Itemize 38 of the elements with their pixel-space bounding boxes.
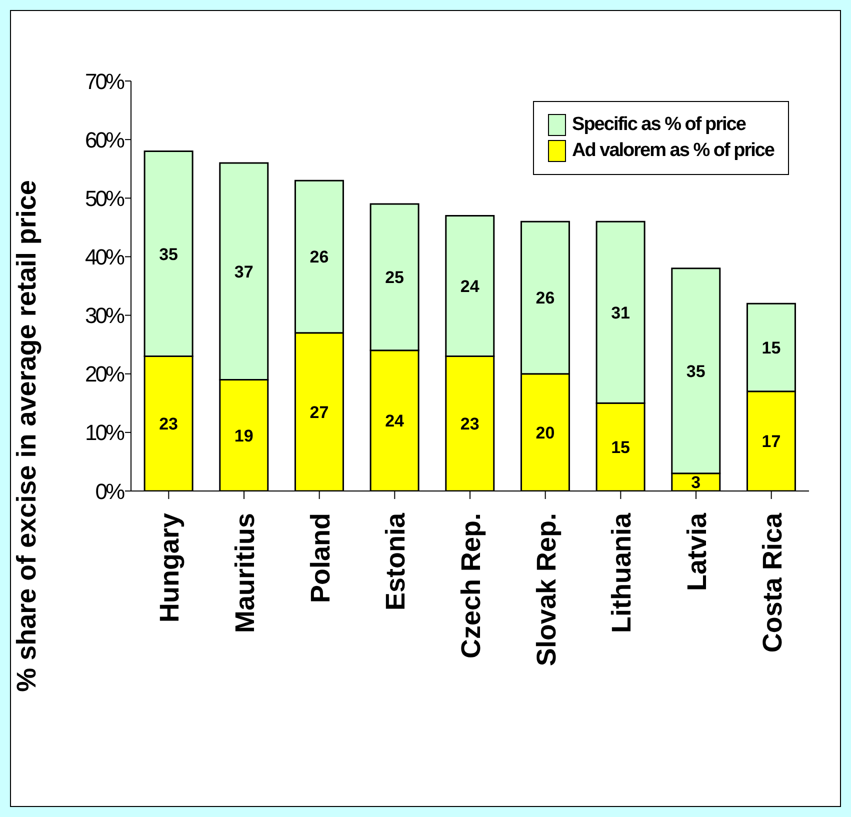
data-label: 24 [385,412,405,431]
y-tick-label: 10% [84,420,124,446]
x-tick-label: Mauritius [230,513,260,634]
x-tick-label: Estonia [380,512,411,611]
data-label: 23 [159,414,178,434]
x-tick-label: Poland [305,513,336,604]
x-tick-label: Lithuania [606,512,637,633]
x-tick-label: Czech Rep. [456,513,486,659]
legend-label: Specific as % of price [572,114,746,136]
data-label: 35 [686,362,706,381]
data-label: 26 [536,288,555,308]
y-tick-label: 30% [84,303,124,328]
data-label: 31 [611,303,630,322]
data-label: 15 [762,338,781,358]
data-label: 23 [460,414,480,434]
x-tick-label: Slovak Rep. [531,513,562,666]
x-tick-label: Latvia [682,512,712,592]
data-label: 24 [460,277,480,296]
y-axis-title: % share of excise in average retail price [12,180,42,692]
data-label: 17 [762,432,781,452]
data-label: 37 [234,262,254,282]
y-tick-label: 60% [84,127,124,152]
data-label: 3 [691,473,701,492]
data-label: 20 [536,423,555,442]
y-tick-label: 40% [84,244,124,270]
y-tick-label: 20% [84,362,124,387]
data-label: 15 [611,438,630,458]
y-tick-label: 0% [95,478,124,504]
x-tick-label: Hungary [154,513,185,623]
data-label: 25 [385,268,404,288]
data-label: 19 [234,426,254,446]
data-label: 26 [310,248,329,267]
data-label: 35 [159,244,178,264]
legend-label: Ad valorem as % of price [572,140,774,162]
x-tick-label: Costa Rica [757,512,788,653]
y-tick-label: 50% [84,186,124,211]
data-label: 27 [310,402,329,422]
y-tick-label: 70% [84,68,124,94]
